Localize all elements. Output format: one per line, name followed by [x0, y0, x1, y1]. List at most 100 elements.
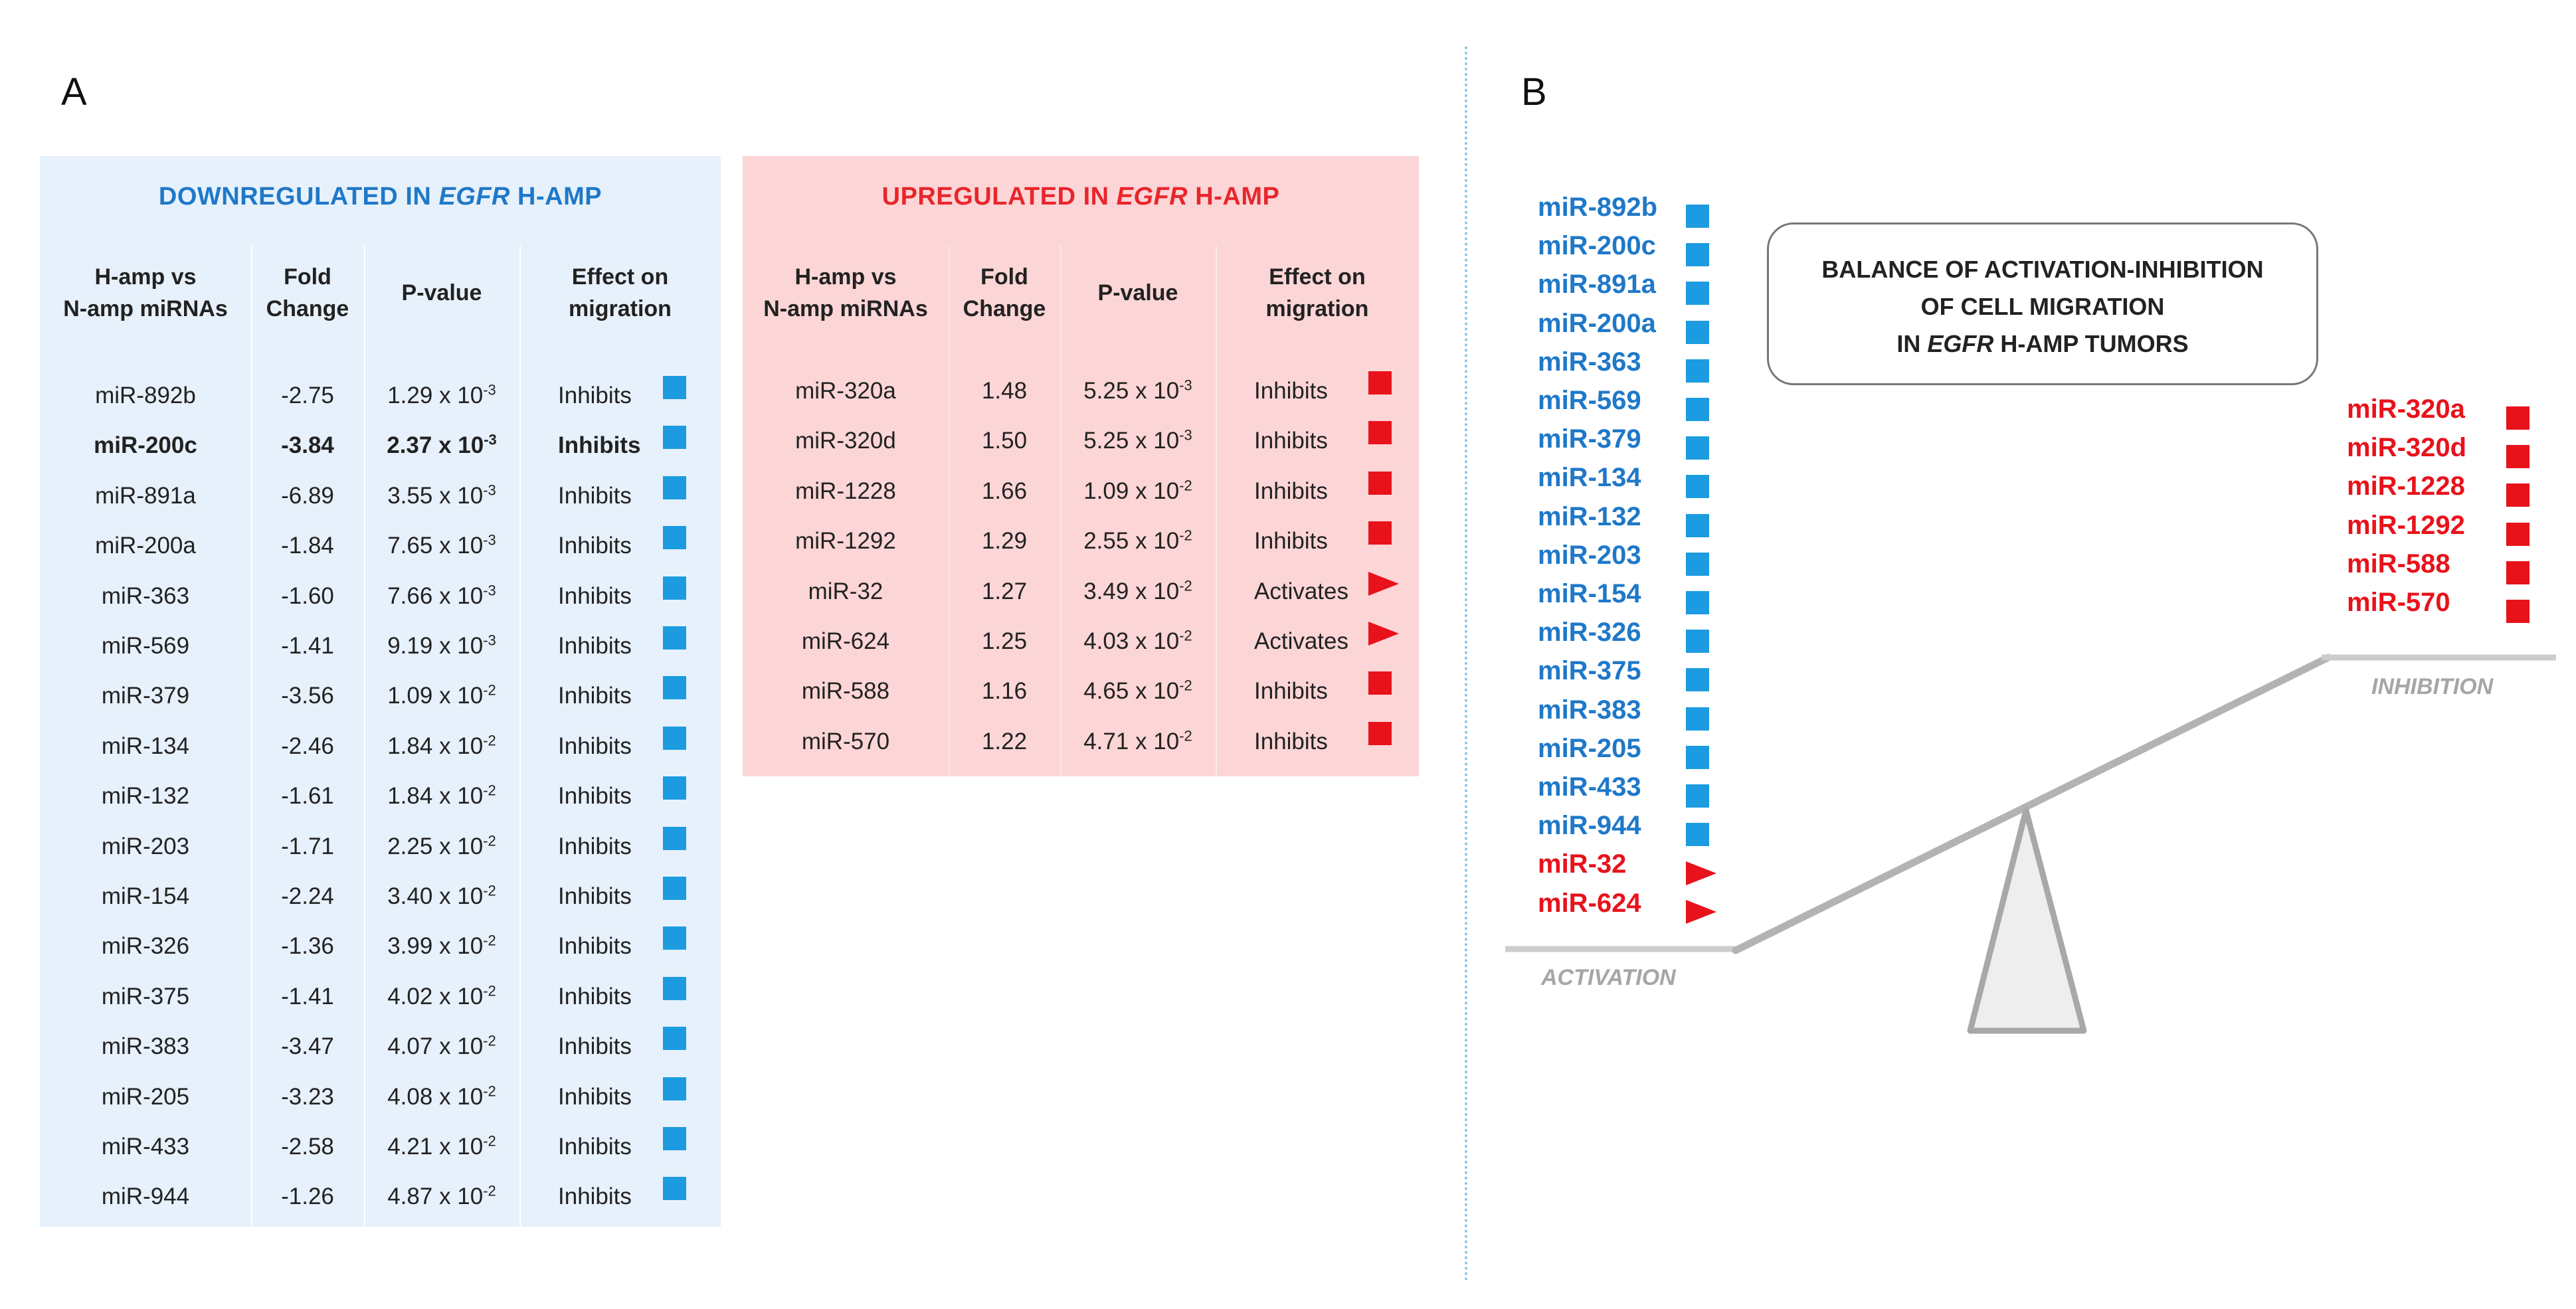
fold-change-cell: -1.84: [281, 533, 334, 559]
fold-change-cell: -2.46: [281, 733, 334, 759]
mirna-cell: miR-200a: [95, 533, 196, 559]
column-divider: [251, 246, 252, 1227]
mirna-cell: miR-363: [101, 582, 190, 609]
fold-change-cell: -2.75: [281, 383, 334, 408]
mirna-cell: miR-588: [801, 678, 890, 705]
blue-square-icon: [663, 1177, 686, 1201]
effect-cell: Inhibits: [558, 1083, 632, 1110]
table-row: miR-132 -1.61 1.84 x 10-2 Inhibits: [40, 776, 721, 816]
mirna-marker: [1686, 311, 1709, 350]
fold-change-cell: 1.22: [981, 728, 1028, 754]
table-row: miR-200c -3.84 2.37 x 10-3 Inhibits: [40, 426, 721, 466]
blue-square-icon: [1686, 590, 1709, 614]
effect-cell: Inhibits: [558, 883, 632, 909]
effect-cell: Inhibits: [558, 383, 632, 408]
column-divider: [519, 246, 521, 1227]
blue-square-icon: [1686, 436, 1709, 460]
mirna-list-item: miR-892b: [1538, 188, 1719, 228]
blue-square-icon: [1686, 282, 1709, 305]
fold-change-cell: -3.84: [281, 432, 334, 459]
effect-cell: Inhibits: [558, 733, 632, 759]
effect-cell: Inhibits: [558, 1134, 632, 1160]
p-value-cell: 4.03 x 10-2: [1083, 627, 1192, 654]
mirna-marker: [1686, 350, 1709, 389]
mirna-list-item: miR-200a: [1538, 304, 1719, 344]
column-header-effect: Effect on migration: [569, 264, 672, 321]
panel-label-a: A: [61, 70, 87, 114]
column-divider: [1060, 246, 1061, 776]
p-value-cell: 4.71 x 10-2: [1083, 727, 1192, 754]
mirna-list-item: miR-944: [1538, 806, 1719, 847]
table-row: miR-892b -2.75 1.29 x 10-3 Inhibits: [40, 376, 721, 416]
blue-square-icon: [663, 376, 686, 399]
mirna-marker: [2506, 552, 2530, 590]
mirna-cell: miR-379: [101, 683, 190, 709]
table-row: miR-320a 1.48 5.25 x 10-3 Inhibits: [743, 371, 1419, 411]
blue-square-icon: [1686, 707, 1709, 731]
p-value-cell: 3.49 x 10-2: [1083, 576, 1192, 604]
panel-divider: [1465, 46, 1467, 1282]
column-header-fold-change: Fold Change: [266, 264, 349, 321]
mirna-cell: miR-892b: [95, 383, 196, 408]
red-square-icon: [1368, 471, 1392, 495]
mirna-cell: miR-154: [101, 883, 190, 909]
effect-cell: Inhibits: [558, 482, 632, 509]
fold-change-cell: -2.58: [281, 1134, 334, 1160]
mirna-list-item: miR-375: [1538, 652, 1719, 692]
p-value-cell: 5.25 x 10-3: [1083, 426, 1192, 454]
downregulated-table: DOWNREGULATED IN EGFR H-AMP H-amp vs N-a…: [40, 156, 721, 1227]
mirna-name: miR-375: [1538, 656, 1641, 686]
effect-cell: Inhibits: [558, 633, 632, 659]
fold-change-cell: 1.16: [981, 678, 1028, 705]
mirna-marker: [1686, 775, 1709, 814]
blue-square-icon: [663, 926, 686, 950]
effect-cell: Inhibits: [558, 533, 632, 559]
mirna-name: miR-569: [1538, 386, 1641, 415]
mirna-marker: [1686, 427, 1709, 466]
p-value-cell: 5.25 x 10-3: [1083, 377, 1192, 404]
table-row: miR-944 -1.26 4.87 x 10-2 Inhibits: [40, 1177, 721, 1217]
mirna-cell: miR-205: [101, 1083, 190, 1110]
blue-square-icon: [663, 826, 686, 850]
downregulated-title: DOWNREGULATED IN EGFR H-AMP: [158, 183, 602, 211]
mirna-cell: miR-320d: [795, 428, 896, 454]
blue-square-icon: [663, 476, 686, 499]
mirna-name: miR-326: [1538, 618, 1641, 648]
effect-cell: Inhibits: [558, 683, 632, 709]
table-row: miR-1292 1.29 2.55 x 10-2 Inhibits: [743, 521, 1419, 561]
red-square-icon: [1368, 671, 1392, 695]
mirna-marker: [1686, 195, 1709, 234]
mirna-list-item: miR-203: [1538, 536, 1719, 576]
effect-cell: Inhibits: [558, 582, 632, 609]
red-triangle-icon: [1368, 622, 1399, 646]
column-header-p-value: P-value: [1097, 280, 1178, 305]
mirna-cell: miR-320a: [795, 378, 896, 404]
p-value-cell: 1.84 x 10-2: [387, 732, 496, 759]
mirna-cell: miR-1228: [795, 478, 896, 504]
mirna-list-item: miR-363: [1538, 343, 1719, 383]
mirna-list-item: miR-320a: [2347, 390, 2539, 430]
p-value-cell: 3.55 x 10-3: [387, 481, 496, 509]
table-row: miR-379 -3.56 1.09 x 10-2 Inhibits: [40, 676, 721, 716]
mirna-name: miR-379: [1538, 424, 1641, 454]
column-divider: [949, 246, 950, 776]
p-value-cell: 4.65 x 10-2: [1083, 677, 1192, 705]
p-value-cell: 4.87 x 10-2: [387, 1182, 496, 1210]
fold-change-cell: -6.89: [281, 482, 334, 509]
mirna-cell: miR-203: [101, 833, 190, 859]
mirna-cell: miR-570: [801, 728, 890, 754]
p-value-cell: 4.07 x 10-2: [387, 1032, 496, 1060]
effect-cell: Inhibits: [558, 783, 632, 810]
mirna-name: miR-624: [1538, 888, 1641, 918]
table-row: miR-570 1.22 4.71 x 10-2 Inhibits: [743, 721, 1419, 762]
table-row: miR-326 -1.36 3.99 x 10-2 Inhibits: [40, 926, 721, 966]
mirna-list-item: miR-32: [1538, 845, 1719, 885]
blue-square-icon: [1686, 320, 1709, 344]
p-value-cell: 2.25 x 10-2: [387, 831, 496, 859]
table-row: miR-1228 1.66 1.09 x 10-2 Inhibits: [743, 471, 1419, 511]
column-header-p-value: P-value: [401, 280, 482, 305]
mirna-list-item: miR-1292: [2347, 506, 2539, 546]
mirna-list-item: miR-326: [1538, 613, 1719, 654]
mirna-name: miR-205: [1538, 733, 1641, 763]
